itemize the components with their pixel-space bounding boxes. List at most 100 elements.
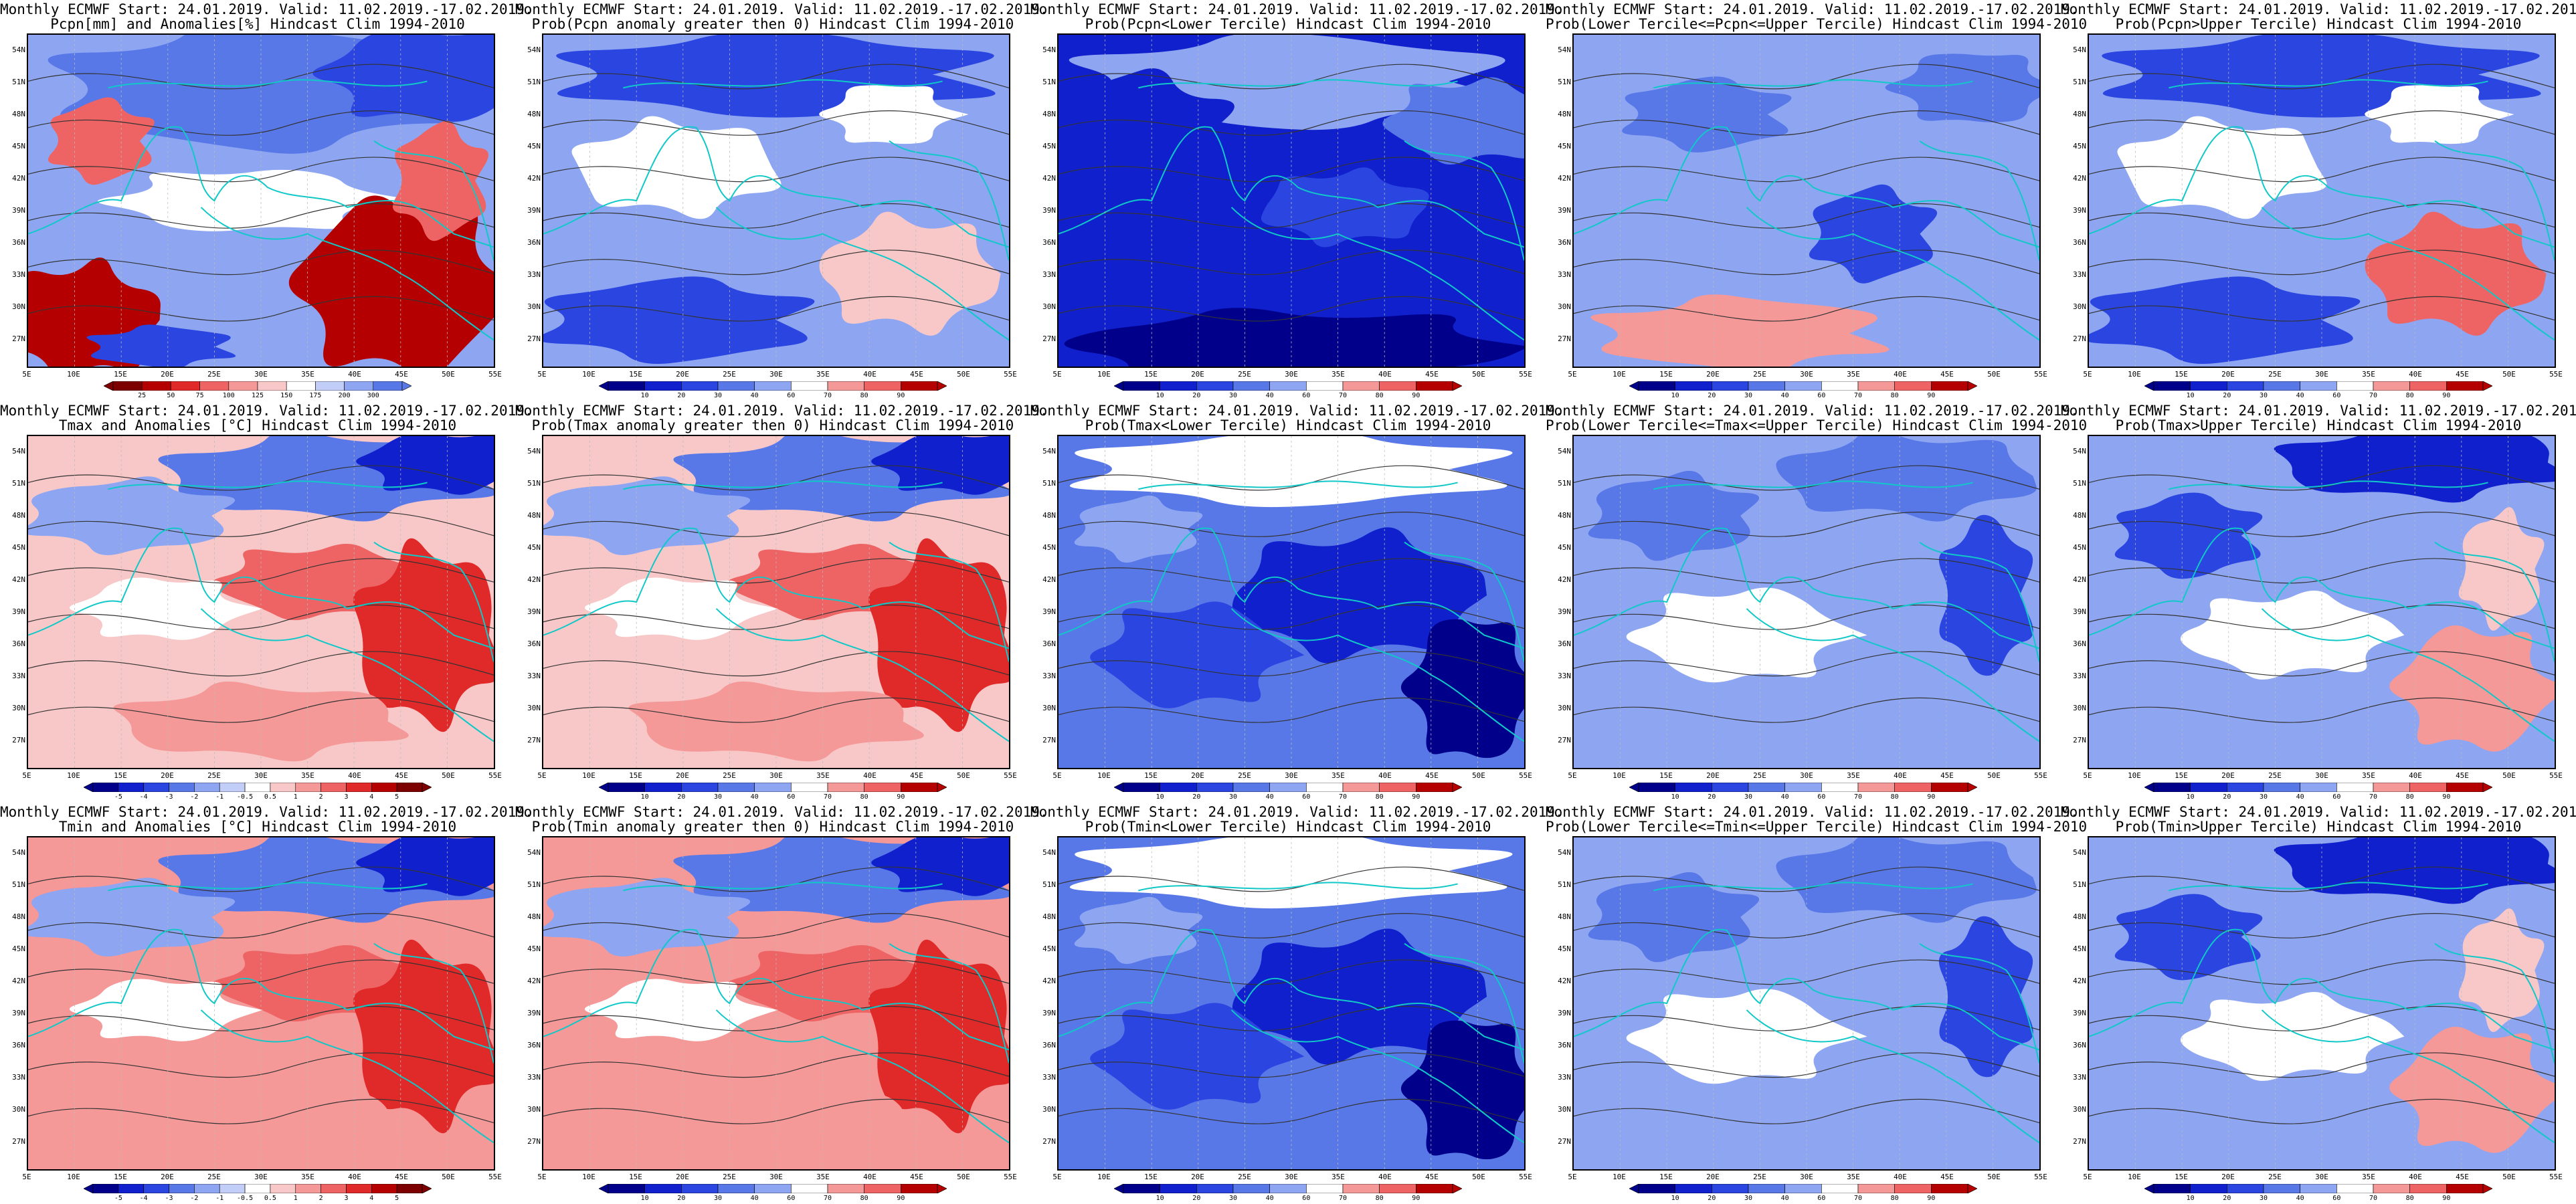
- contour-line: [543, 110, 1009, 136]
- field-blob: [1090, 601, 1305, 708]
- map-plot: [2088, 836, 2556, 1171]
- colorbar-segment: [2300, 783, 2337, 792]
- field-blob: [2274, 837, 2555, 904]
- colorbar-label: 20: [1192, 392, 1201, 399]
- panel-title-line-2: Prob(Pcpn<Lower Tercile) Hindcast Clim 1…: [1085, 16, 1491, 32]
- colorbar-segment: [244, 1184, 271, 1193]
- longitude-label: 25E: [723, 1173, 736, 1181]
- latitude-label: 48N: [12, 912, 25, 921]
- colorbar-segment: [791, 381, 828, 391]
- colorbar-segment: [1342, 381, 1380, 391]
- longitude-label: 10E: [67, 370, 80, 379]
- colorbar-segment: [608, 783, 645, 792]
- panel-title-line-1: Monthly ECMWF Start: 24.01.2019. Valid: …: [2061, 1, 2576, 17]
- colorbar-arrow-left: [84, 1184, 94, 1193]
- longitude-label: 45E: [1940, 1173, 1954, 1181]
- latitude-label: 39N: [2073, 1009, 2086, 1017]
- colorbar-segment: [1894, 783, 1932, 792]
- colorbar-label: 10: [2186, 1195, 2195, 1202]
- coastline: [1138, 79, 1458, 89]
- map-canvas: [1059, 436, 1524, 768]
- field-blob: [1069, 837, 1513, 909]
- latitude-label: 30N: [2073, 1105, 2086, 1114]
- map-canvas: [28, 837, 494, 1169]
- contour-line: [543, 959, 1009, 985]
- colorbar-svg: [2144, 1184, 2492, 1193]
- latitude-label: 33N: [2073, 270, 2086, 279]
- longitude-label: 5E: [537, 370, 547, 379]
- colorbar-label: 80: [860, 392, 868, 399]
- colorbar-segment: [1931, 381, 1968, 391]
- colorbar-label: 10: [1156, 793, 1164, 801]
- contour-line: [1574, 558, 2039, 584]
- longitude-label: 15E: [1144, 771, 1158, 780]
- longitude-label: 30E: [769, 370, 783, 379]
- field-blob: [1590, 294, 1890, 367]
- coastline: [1574, 126, 2039, 248]
- field-blob: [871, 436, 1009, 495]
- colorbar-segment: [2446, 1184, 2484, 1193]
- longitude-label: 30E: [2315, 370, 2328, 379]
- colorbar-label: 80: [860, 1195, 868, 1202]
- latitude-label: 42N: [527, 174, 541, 183]
- contour-line: [28, 1052, 494, 1078]
- longitude-label: 30E: [254, 370, 268, 379]
- longitude-label: 40E: [863, 370, 877, 379]
- colorbar-label: 60: [2332, 793, 2341, 801]
- longitude-label: 55E: [488, 370, 502, 379]
- colorbar: [599, 783, 947, 792]
- longitude-label: 10E: [1613, 771, 1626, 780]
- longitude-label: 20E: [1706, 771, 1720, 780]
- longitude-label: 5E: [2083, 1173, 2092, 1181]
- colorbar-segment: [92, 783, 119, 792]
- panel-title-line-2: Prob(Pcpn>Upper Tercile) Hindcast Clim 1…: [2115, 16, 2522, 32]
- colorbar-segment: [864, 1184, 901, 1193]
- longitude-label: 15E: [629, 1173, 642, 1181]
- contour-line: [2089, 959, 2555, 985]
- colorbar-arrow-right: [1452, 783, 1462, 792]
- colorbar-segment: [1416, 1184, 1453, 1193]
- panel-title-line-1: Monthly ECMWF Start: 24.01.2019. Valid: …: [1546, 804, 2079, 820]
- longitude-label: 50E: [1472, 1173, 1485, 1181]
- colorbar-label: 25: [138, 392, 147, 399]
- latitude-label: 48N: [2073, 110, 2086, 118]
- latitude-label: 45N: [12, 944, 25, 953]
- colorbar-label: 80: [1890, 793, 1899, 801]
- field-blob: [2114, 492, 2263, 579]
- colorbar-label: 80: [2405, 793, 2414, 801]
- panel-title-line-2: Prob(Tmax<Lower Tercile) Hindcast Clim 1…: [1085, 417, 1491, 433]
- map-panel: Monthly ECMWF Start: 24.01.2019. Valid: …: [0, 0, 533, 401]
- field-blob: [1069, 436, 1513, 508]
- contour-line: [1059, 296, 1524, 322]
- colorbar: [1114, 783, 1462, 792]
- latitude-label: 27N: [1042, 736, 1056, 744]
- colorbar-segment: [346, 783, 372, 792]
- latitude-label: 30N: [12, 704, 25, 712]
- colorbar-label: -3: [165, 1195, 173, 1202]
- colorbar-label: 90: [2442, 1195, 2451, 1202]
- colorbar-segment: [2409, 783, 2447, 792]
- longitude-label: 25E: [1238, 771, 1251, 780]
- panel-title-line-1: Monthly ECMWF Start: 24.01.2019. Valid: …: [0, 1, 533, 17]
- longitude-label: 15E: [2175, 771, 2188, 780]
- latitude-label: 33N: [527, 672, 541, 680]
- latitude-label: 48N: [1558, 511, 1571, 520]
- latitude-label: 54N: [12, 447, 25, 456]
- field-blob: [819, 85, 969, 144]
- longitude-label: 40E: [2409, 1173, 2422, 1181]
- colorbar-label: 90: [1412, 793, 1420, 801]
- map-panel: Monthly ECMWF Start: 24.01.2019. Valid: …: [0, 401, 533, 803]
- colorbar-label: 20: [677, 1195, 686, 1202]
- colorbar-svg: [1629, 1184, 1977, 1193]
- colorbar-label: 30: [1744, 392, 1753, 399]
- field-blob: [2389, 1026, 2555, 1153]
- coastline: [28, 126, 494, 248]
- contour-line: [543, 1052, 1009, 1078]
- latitude-label: 39N: [527, 206, 541, 215]
- colorbar-segment: [244, 783, 271, 792]
- field-blob: [356, 436, 494, 495]
- map-canvas: [1574, 35, 2039, 367]
- latitude-label: 54N: [1042, 45, 1056, 54]
- coastline: [889, 140, 1009, 261]
- colorbar-label: 30: [2259, 793, 2268, 801]
